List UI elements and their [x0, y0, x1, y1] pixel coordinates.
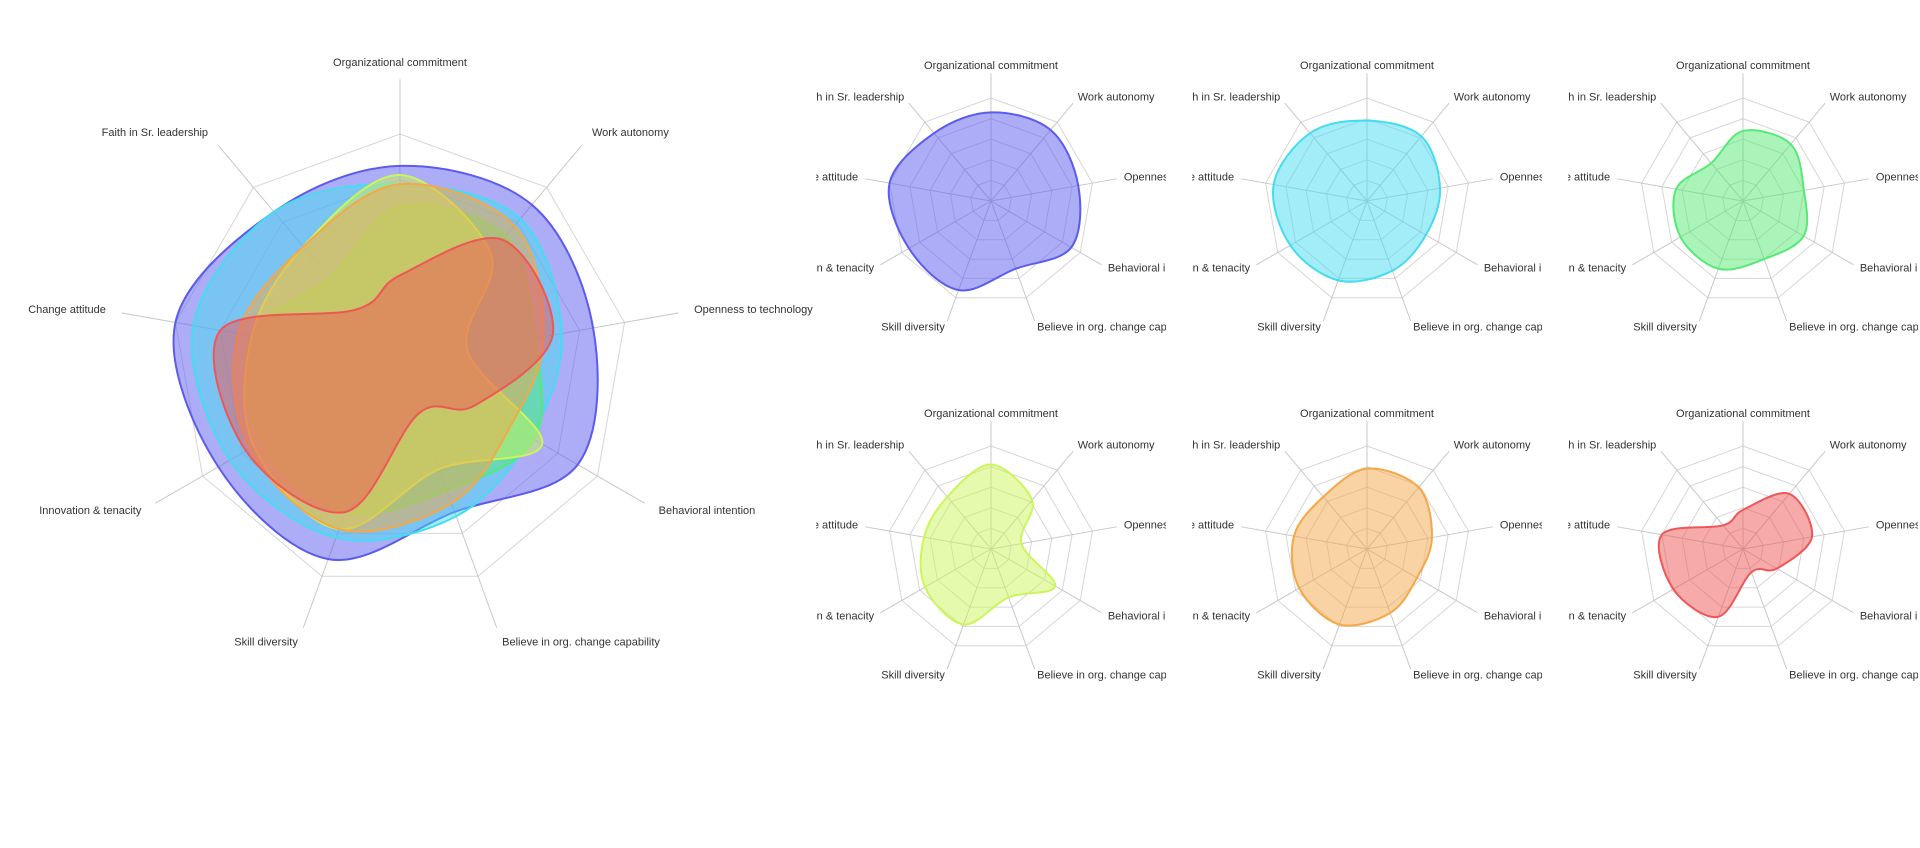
axis-label-innovation-tenacity: Innovation & tenacity	[772, 262, 875, 274]
axis-label-work-autonomy: Work autonomy	[1830, 440, 1907, 452]
axis-label-openness-to-technology: Openness to technology	[1876, 171, 1920, 183]
axis-label-skill-diversity: Skill diversity	[1257, 322, 1321, 334]
axis-label-believe-in-org-change-capability: Believe in org. change capability	[502, 637, 660, 649]
small-multiples-grid: Organizational commitment Work autonomy Op…	[772, 60, 1920, 682]
axis-label-change-attitude: Change attitude	[28, 304, 106, 316]
axis-label-change-attitude: Change attitude	[1532, 171, 1610, 183]
series-shape-3	[1672, 129, 1809, 271]
axis-label-believe-in-org-change-capability: Believe in org. change capability	[1413, 322, 1571, 334]
axis-label-innovation-tenacity: Innovation & tenacity	[1148, 262, 1251, 274]
series-shape-6	[1657, 491, 1814, 618]
axis-label-organizational-commitment: Organizational commitment	[924, 60, 1058, 72]
axis-label-skill-diversity: Skill diversity	[1257, 670, 1321, 682]
axis-label-work-autonomy: Work autonomy	[1454, 440, 1531, 452]
axis-label-behavioral-intention: Behavioral intention	[1108, 262, 1205, 274]
series-5-radar: Organizational commitment Work autonomy Op…	[1148, 408, 1619, 682]
axis-label-behavioral-intention: Behavioral intention	[659, 505, 756, 517]
series-3-radar: Organizational commitment Work autonomy Op…	[1524, 60, 1920, 334]
grid-ring	[1641, 97, 1845, 299]
grid-ring	[1641, 445, 1845, 647]
axis-label-behavioral-intention: Behavioral intention	[1108, 610, 1205, 622]
axis-label-behavioral-intention: Behavioral intention	[1484, 262, 1581, 274]
axis-label-change-attitude: Change attitude	[780, 519, 858, 531]
axis-label-faith-in-sr-leadership: Faith in Sr. leadership	[1174, 440, 1280, 452]
axis-label-believe-in-org-change-capability: Believe in org. change capability	[1413, 670, 1571, 682]
axis-label-innovation-tenacity: Innovation & tenacity	[1524, 262, 1627, 274]
axis-label-believe-in-org-change-capability: Believe in org. change capability	[1789, 322, 1920, 334]
grid-ring	[889, 445, 1093, 647]
axis-label-work-autonomy: Work autonomy	[1830, 92, 1907, 104]
series-6-radar: Organizational commitment Work autonomy Op…	[1524, 408, 1920, 682]
axis-label-organizational-commitment: Organizational commitment	[1300, 408, 1434, 420]
grid-ring	[1265, 97, 1469, 299]
axis-label-openness-to-technology: Openness to technology	[1876, 519, 1920, 531]
series-shape-1	[887, 111, 1082, 292]
series-shape-6	[212, 237, 555, 514]
series-2-radar: Organizational commitment Work autonomy Op…	[1148, 60, 1619, 334]
grid-ring	[889, 97, 1093, 299]
grid-ring	[909, 466, 1073, 627]
grid-ring	[1661, 118, 1825, 279]
axis-label-faith-in-sr-leadership: Faith in Sr. leadership	[1174, 92, 1280, 104]
axis-label-believe-in-org-change-capability: Believe in org. change capability	[1037, 670, 1195, 682]
axis-label-work-autonomy: Work autonomy	[1454, 92, 1531, 104]
axis-label-innovation-tenacity: Innovation & tenacity	[1148, 610, 1251, 622]
series-1-radar: Organizational commitment Work autonomy Op…	[772, 60, 1243, 334]
axis-label-faith-in-sr-leadership: Faith in Sr. leadership	[102, 127, 208, 139]
axis-label-faith-in-sr-leadership: Faith in Sr. leadership	[798, 92, 904, 104]
series-shape-5	[1290, 467, 1433, 627]
axis-label-skill-diversity: Skill diversity	[1633, 670, 1697, 682]
grid-ring	[1661, 466, 1825, 627]
axis-label-behavioral-intention: Behavioral intention	[1860, 610, 1920, 622]
combined-radar-chart: Organizational commitment Work autonomy Op…	[28, 57, 813, 648]
axis-label-behavioral-intention: Behavioral intention	[1860, 262, 1920, 274]
axis-label-organizational-commitment: Organizational commitment	[333, 57, 467, 69]
axis-label-innovation-tenacity: Innovation & tenacity	[772, 610, 875, 622]
axis-label-skill-diversity: Skill diversity	[234, 637, 298, 649]
axis-label-behavioral-intention: Behavioral intention	[1484, 610, 1581, 622]
axis-label-believe-in-org-change-capability: Believe in org. change capability	[1789, 670, 1920, 682]
axis-label-work-autonomy: Work autonomy	[1078, 440, 1155, 452]
axis-label-skill-diversity: Skill diversity	[881, 322, 945, 334]
series-4-radar: Organizational commitment Work autonomy Op…	[772, 408, 1243, 682]
axis-label-openness-to-technology: Openness to technology	[1500, 171, 1619, 183]
axis-label-organizational-commitment: Organizational commitment	[1676, 60, 1810, 72]
axis-label-organizational-commitment: Organizational commitment	[1300, 60, 1434, 72]
axis-label-skill-diversity: Skill diversity	[881, 670, 945, 682]
axis-label-skill-diversity: Skill diversity	[1633, 322, 1697, 334]
axis-label-work-autonomy: Work autonomy	[592, 127, 669, 139]
axis-label-change-attitude: Change attitude	[1532, 519, 1610, 531]
axis-label-openness-to-technology: Openness to technology	[1124, 171, 1243, 183]
axis-label-believe-in-org-change-capability: Believe in org. change capability	[1037, 322, 1195, 334]
axis-label-openness-to-technology: Openness to technology	[1500, 519, 1619, 531]
grid-ring	[1265, 445, 1469, 647]
axis-label-faith-in-sr-leadership: Faith in Sr. leadership	[1550, 92, 1656, 104]
axis-label-openness-to-technology: Openness to technology	[694, 304, 813, 316]
axis-label-change-attitude: Change attitude	[1156, 171, 1234, 183]
axis-label-change-attitude: Change attitude	[780, 171, 858, 183]
axis-label-innovation-tenacity: Innovation & tenacity	[1524, 610, 1627, 622]
series-shape-2	[1272, 119, 1442, 283]
grid-ring	[174, 133, 626, 577]
axis-label-innovation-tenacity: Innovation & tenacity	[39, 505, 142, 517]
axis-label-change-attitude: Change attitude	[1156, 519, 1234, 531]
series-shape-4	[919, 463, 1057, 626]
axis-label-openness-to-technology: Openness to technology	[1124, 519, 1243, 531]
combined-radar: Organizational commitment Work autonomy Op…	[28, 57, 813, 648]
axis-label-organizational-commitment: Organizational commitment	[924, 408, 1058, 420]
axis-label-organizational-commitment: Organizational commitment	[1676, 408, 1810, 420]
axis-label-faith-in-sr-leadership: Faith in Sr. leadership	[798, 440, 904, 452]
axis-label-work-autonomy: Work autonomy	[1078, 92, 1155, 104]
grid-ring	[1285, 466, 1449, 627]
axis-label-faith-in-sr-leadership: Faith in Sr. leadership	[1550, 440, 1656, 452]
